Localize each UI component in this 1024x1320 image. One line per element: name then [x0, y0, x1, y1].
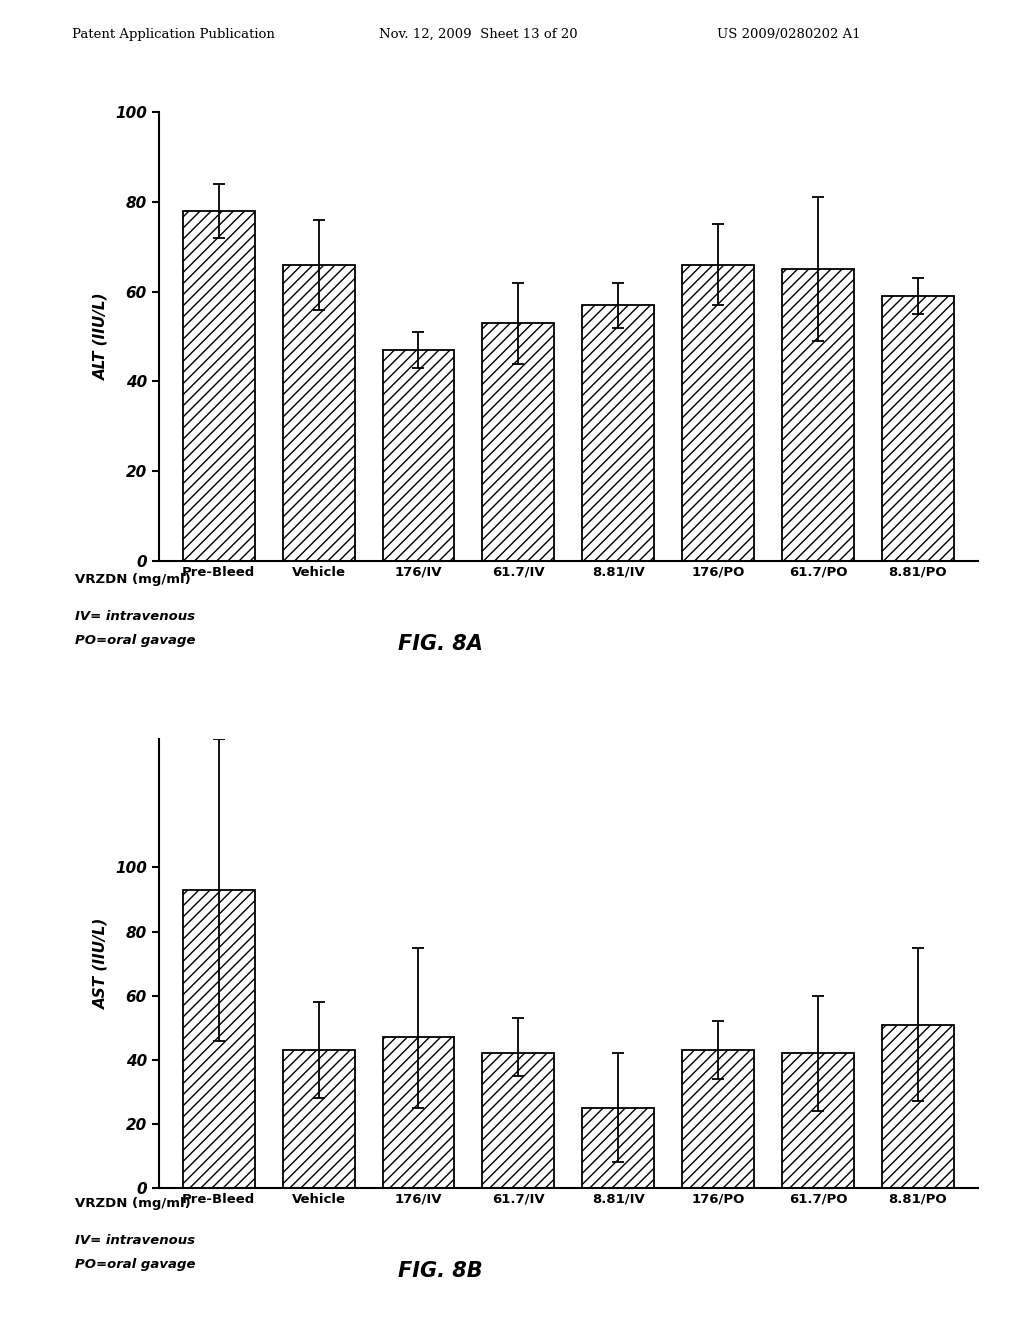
Bar	[383, 350, 455, 561]
Bar	[383, 1038, 455, 1188]
Text: IV= intravenous: IV= intravenous	[75, 1234, 195, 1247]
Bar	[283, 265, 354, 561]
Text: PO=oral gavage: PO=oral gavage	[75, 1258, 196, 1271]
Bar	[583, 305, 654, 561]
Bar	[782, 269, 854, 561]
Bar	[583, 1107, 654, 1188]
Bar	[182, 890, 255, 1188]
Y-axis label: AST (IIU/L): AST (IIU/L)	[93, 917, 109, 1010]
Text: Nov. 12, 2009  Sheet 13 of 20: Nov. 12, 2009 Sheet 13 of 20	[379, 28, 578, 41]
Bar	[782, 1053, 854, 1188]
Bar	[482, 323, 554, 561]
Text: FIG. 8A: FIG. 8A	[398, 634, 482, 653]
Y-axis label: ALT (IIU/L): ALT (IIU/L)	[93, 293, 109, 380]
Bar	[182, 211, 255, 561]
Text: FIG. 8B: FIG. 8B	[398, 1261, 482, 1280]
Text: IV= intravenous: IV= intravenous	[75, 610, 195, 623]
Bar	[682, 265, 754, 561]
Text: PO=oral gavage: PO=oral gavage	[75, 634, 196, 647]
Bar	[283, 1051, 354, 1188]
Text: Patent Application Publication: Patent Application Publication	[72, 28, 274, 41]
Text: US 2009/0280202 A1: US 2009/0280202 A1	[717, 28, 860, 41]
Text: VRZDN (mg/ml): VRZDN (mg/ml)	[75, 1197, 190, 1210]
Bar	[682, 1051, 754, 1188]
Text: VRZDN (mg/ml): VRZDN (mg/ml)	[75, 573, 190, 586]
Bar	[882, 1024, 954, 1188]
Bar	[882, 296, 954, 561]
Bar	[482, 1053, 554, 1188]
